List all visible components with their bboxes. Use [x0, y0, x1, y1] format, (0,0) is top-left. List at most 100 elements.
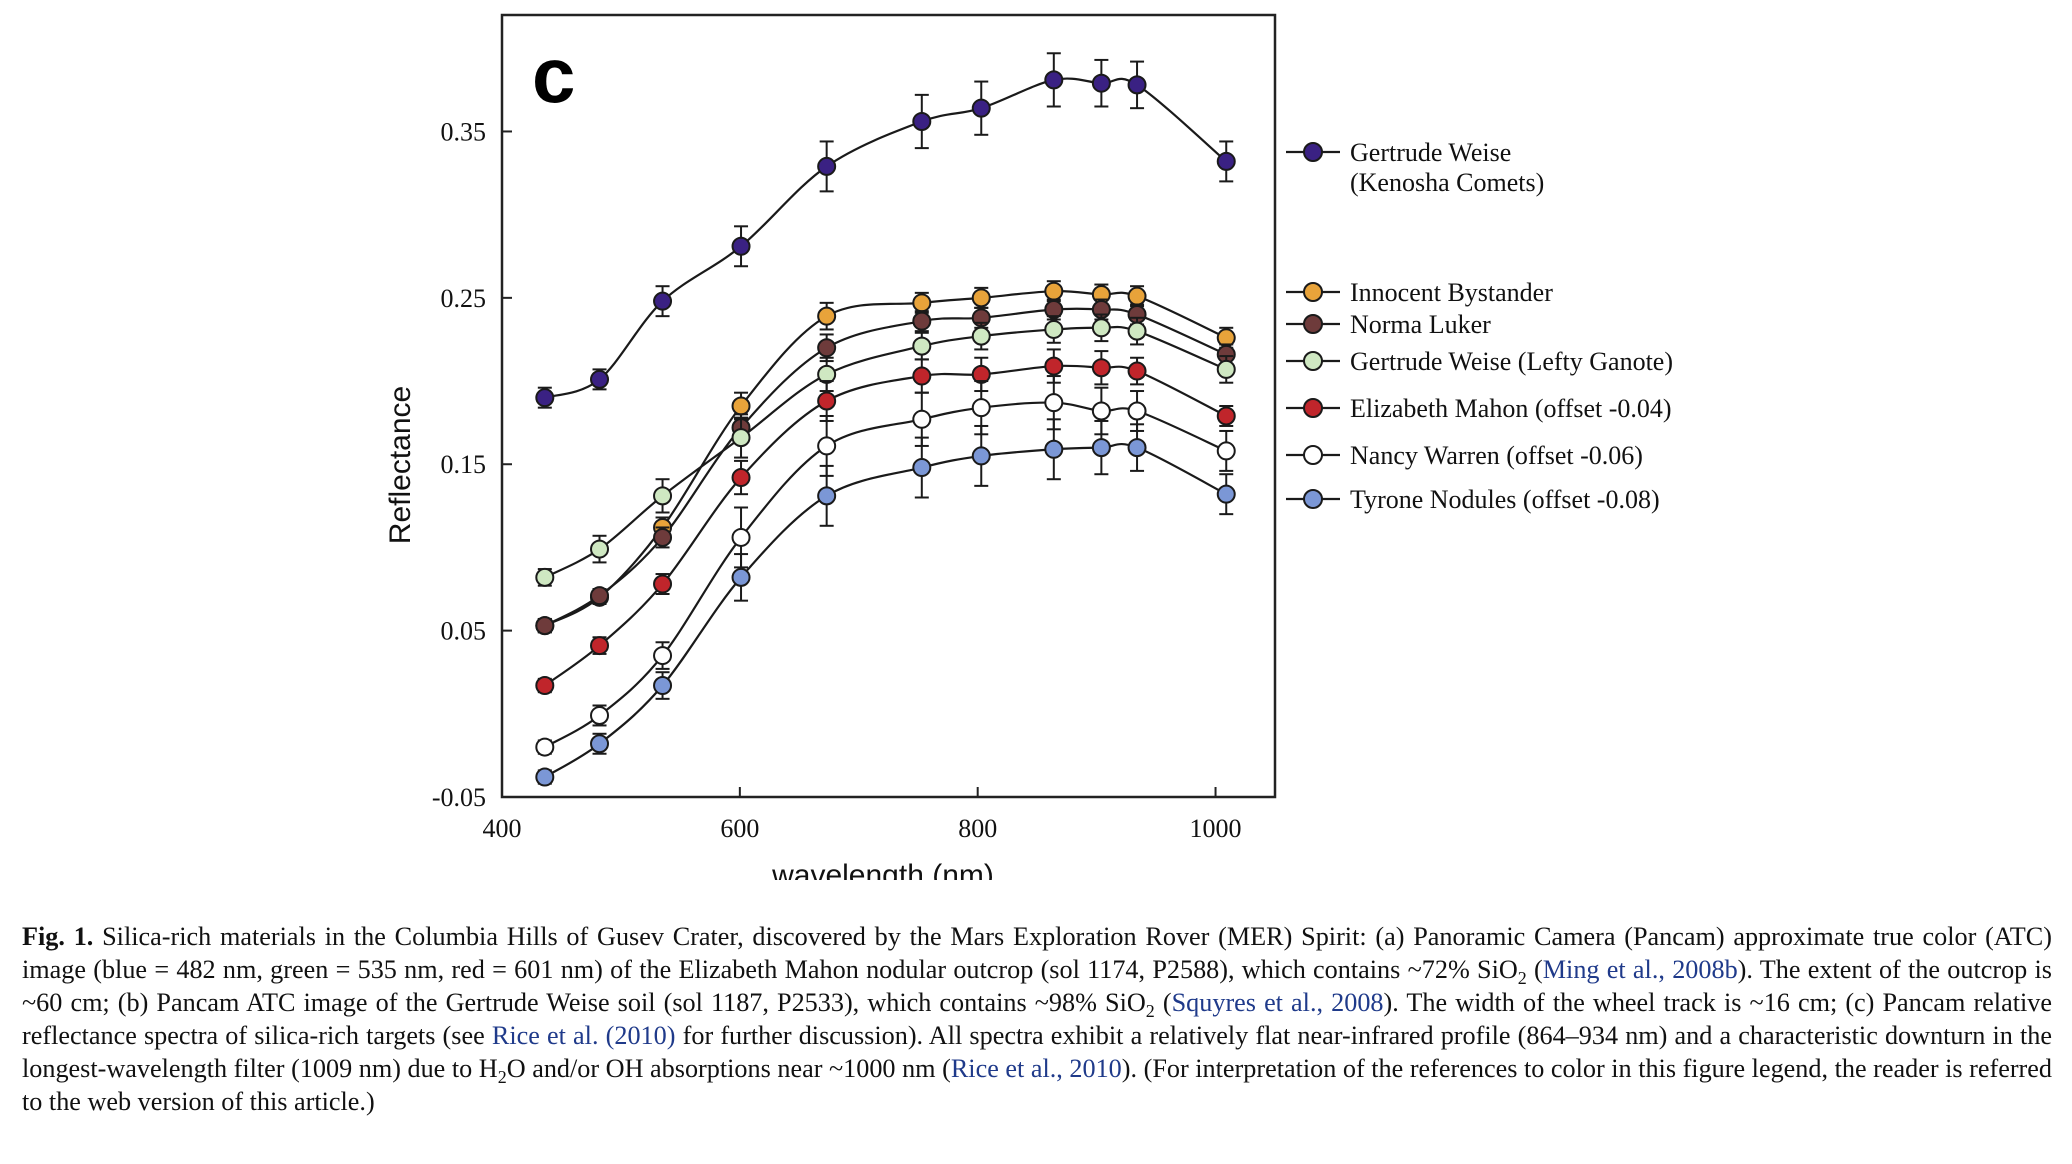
data-point — [971, 98, 991, 118]
data-point — [912, 366, 932, 386]
caption-reference-link[interactable]: Squyres et al., 2008 — [1171, 988, 1384, 1017]
data-point — [590, 734, 610, 754]
data-point — [535, 567, 555, 587]
legend-label: Innocent Bystander — [1350, 278, 1553, 307]
reflectance-chart: 400 600 800 1000 -0.05 0.05 0.15 0.25 0.35 Gertr… — [384, 13, 1673, 892]
legend-marker — [1303, 489, 1323, 509]
data-point — [535, 676, 555, 696]
series-line — [544, 290, 1227, 627]
data-point — [1127, 75, 1147, 95]
data-point — [1044, 356, 1064, 376]
data-point — [653, 486, 673, 506]
data-point — [971, 288, 991, 308]
caption-reference-link[interactable]: Rice et al. (2010) — [491, 1021, 676, 1050]
legend-marker — [1303, 445, 1323, 465]
series-line — [544, 307, 1227, 627]
caption-text: O and/or OH absorptions near ~1000 nm ( — [506, 1054, 951, 1083]
x-tick-label: 800 — [958, 814, 997, 843]
data-point — [817, 338, 837, 358]
data-point — [1216, 484, 1236, 504]
data-point — [731, 527, 751, 547]
data-point — [590, 586, 610, 606]
series-line — [544, 364, 1227, 687]
legend-marker — [1303, 314, 1323, 334]
y-axis-label: Reflectance — [384, 386, 417, 544]
data-point — [971, 446, 991, 466]
x-tick-label: 600 — [720, 814, 759, 843]
data-point — [535, 616, 555, 636]
data-point — [1044, 439, 1064, 459]
data-point — [731, 396, 751, 416]
data-point — [653, 646, 673, 666]
caption-text: ). The extent of the outcrop is ~60 cm; … — [22, 955, 2053, 1017]
data-point — [590, 539, 610, 559]
data-point — [1044, 70, 1064, 90]
data-point — [1091, 358, 1111, 378]
data-point — [912, 458, 932, 478]
data-point — [1044, 393, 1064, 413]
data-point — [535, 388, 555, 408]
data-point — [1044, 281, 1064, 301]
caption-text: Silica-rich materials in the Columbia Hi… — [22, 922, 2052, 984]
data-point — [731, 236, 751, 256]
caption-subscript: 2 — [497, 1067, 507, 1088]
data-point — [1127, 321, 1147, 341]
y-tick-label: 0.35 — [441, 117, 487, 146]
plot-area-frame — [500, 13, 1277, 799]
series-line — [544, 401, 1227, 749]
series-line — [544, 325, 1227, 579]
data-point — [653, 574, 673, 594]
data-point — [912, 111, 932, 131]
caption-text: ( — [1526, 955, 1543, 984]
data-point — [1127, 438, 1147, 458]
data-point — [1127, 361, 1147, 381]
caption-reference-link[interactable]: Ming et al., 2008b — [1542, 955, 1738, 984]
data-point — [1091, 401, 1111, 421]
caption-text: ). The width of the wheel track is ~16 c… — [22, 988, 2052, 1050]
caption-label: Fig. 1. — [22, 922, 94, 951]
y-tick-label: -0.05 — [432, 783, 486, 812]
x-tick-label: 400 — [483, 814, 522, 843]
caption-text: ( — [1154, 988, 1172, 1017]
caption-text: ). (For interpretation of the references… — [22, 1054, 2052, 1116]
data-point — [1091, 73, 1111, 93]
data-point — [590, 705, 610, 725]
data-point — [653, 527, 673, 547]
figure-caption: Fig. 1. Silica-rich materials in the Col… — [22, 920, 2052, 1118]
panel-label: c — [532, 31, 575, 119]
legend-label: (Kenosha Comets) — [1350, 168, 1544, 197]
legend-label: Nancy Warren (offset -0.06) — [1350, 441, 1643, 470]
data-point — [817, 156, 837, 176]
data-point — [912, 409, 932, 429]
data-point — [731, 567, 751, 587]
series-line — [544, 77, 1227, 399]
data-point — [731, 428, 751, 448]
caption-text: for further discussion). All spectra exh… — [22, 1021, 2053, 1083]
data-point — [971, 398, 991, 418]
figure-chart: 400 600 800 1000 -0.05 0.05 0.15 0.25 0.35 Gertr… — [384, 13, 1673, 892]
legend-marker — [1303, 351, 1323, 371]
data-point — [817, 436, 837, 456]
data-point — [653, 291, 673, 311]
data-point — [653, 676, 673, 696]
legend-label: Norma Luker — [1350, 310, 1491, 339]
caption-subscript: 2 — [1145, 1001, 1155, 1022]
y-tick-label: 0.25 — [441, 284, 487, 313]
data-point — [1091, 438, 1111, 458]
data-point — [1044, 319, 1064, 339]
data-point — [535, 737, 555, 757]
legend-label: Gertrude Weise — [1350, 138, 1511, 167]
data-point — [817, 486, 837, 506]
y-tick-label: 0.15 — [441, 450, 487, 479]
data-point — [817, 306, 837, 326]
legend-marker — [1303, 282, 1323, 302]
data-point — [1127, 286, 1147, 306]
legend-marker — [1303, 142, 1323, 162]
data-point — [971, 326, 991, 346]
y-tick-label: 0.05 — [441, 617, 487, 646]
data-point — [1216, 441, 1236, 461]
caption-reference-link[interactable]: Rice et al., 2010 — [950, 1054, 1122, 1083]
data-point — [1216, 359, 1236, 379]
data-point — [1091, 318, 1111, 338]
data-point — [1216, 151, 1236, 171]
